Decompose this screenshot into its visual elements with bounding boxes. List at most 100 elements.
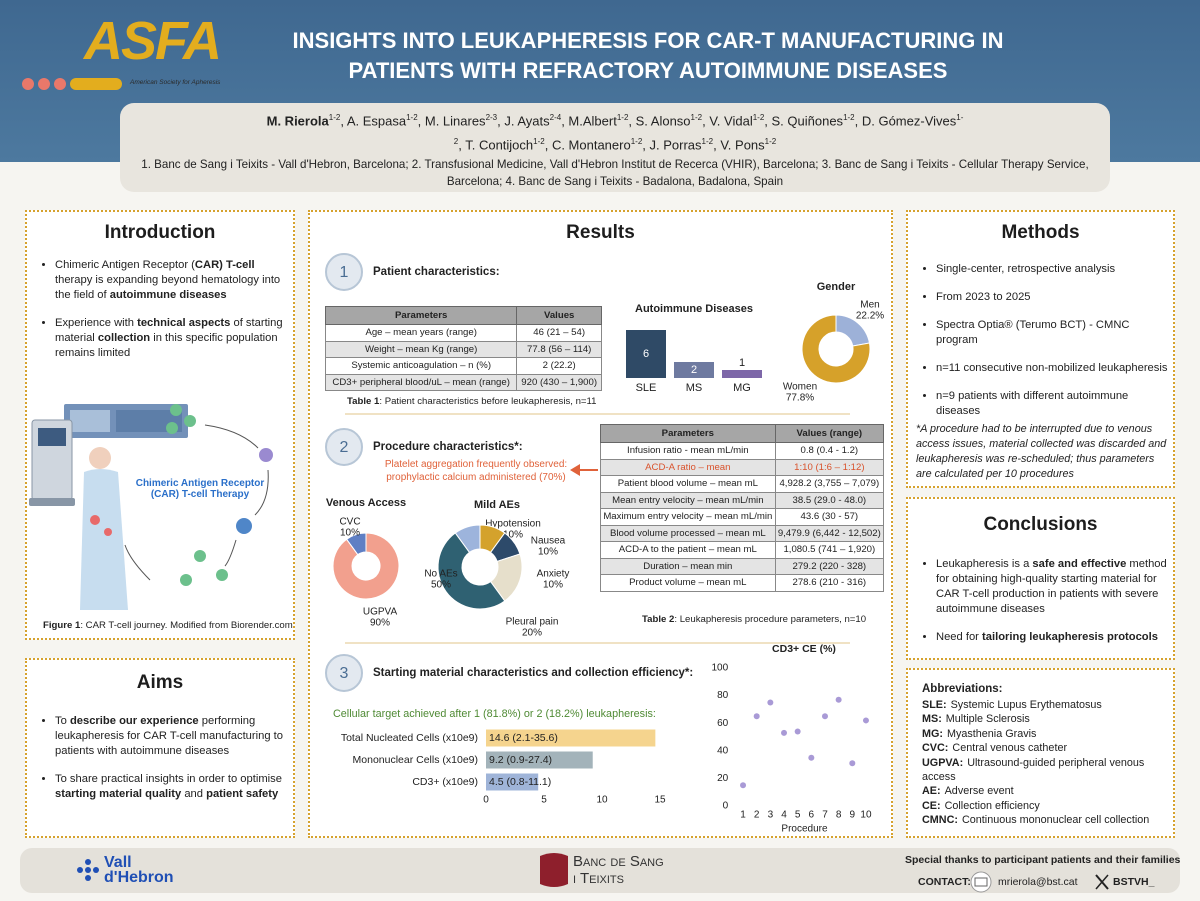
- table-cell: 77.8 (56 – 114): [516, 340, 602, 358]
- abbreviation-list: SLE: Systemic Lupus Erythematosus MS: Multi…: [922, 698, 1167, 828]
- text-run: method for obtaining high-quality starti…: [936, 558, 1167, 615]
- contact-label: CONTACT:: [918, 876, 971, 888]
- table-row: Systemic anticoagulation – n (%) 2 (22.2): [324, 357, 602, 375]
- abbreviation-term: CVC:: [922, 742, 949, 755]
- affiliations: 1. Banc de Sang i Teixits - Vall d'Hebro…: [141, 158, 1089, 188]
- caption-text: : Patient characteristics before leukaph…: [379, 396, 597, 407]
- text-run: CAR) T-cell: [194, 259, 255, 271]
- table-cell: 2 (22.2): [516, 357, 602, 375]
- author-affiliation: 1-2: [843, 113, 855, 122]
- abbreviation: CE: Collection efficiency: [922, 799, 1167, 813]
- table-cell: 46 (21 – 54): [516, 324, 602, 342]
- bullet-list: Chimeric Antigen Receptor (CAR) T-cell t…: [41, 258, 295, 374]
- text-run: patient safety: [206, 788, 279, 800]
- text-run: To: [55, 715, 70, 727]
- bullet-list: To describe our experience performing le…: [41, 714, 291, 815]
- abbreviation: SLE: Systemic Lupus Erythematosus: [922, 698, 1167, 712]
- author-name: , V. Vidal: [702, 113, 753, 129]
- abbreviations-title: Abbreviations:: [922, 683, 1003, 695]
- thanks: Special thanks to participant patients a…: [905, 854, 1181, 866]
- header-cell: Values (range): [774, 424, 885, 443]
- table-cell: 9,479.9 (6,442 - 12,502): [774, 524, 885, 542]
- table-cell: 1,080.5 (741 – 1,920): [774, 541, 885, 559]
- abbreviation: CVC: Central venous catheter: [922, 741, 1167, 755]
- abbreviation-definition: Multiple Sclerosis: [945, 713, 1030, 726]
- authors: M. Rierola 1-2 , A. Espasa 1-2 , M. Linares 2…: [265, 107, 965, 156]
- text-run: technical aspects: [137, 317, 231, 329]
- bullet: n=11 consecutive non-mobilized leukapher…: [936, 361, 1172, 376]
- text-run: Experience with: [55, 317, 138, 329]
- caption-label: Figure 1: [43, 620, 81, 631]
- data-table: Parameters Values (range) Infusion ratio -…: [600, 424, 885, 592]
- table-cell: 0.8 (0.4 - 1.2): [774, 442, 885, 460]
- abbreviation-term: AE:: [922, 785, 941, 798]
- table-cell: Maximum entry velocity – mean mL/min: [600, 508, 776, 526]
- abbreviation: MG: Myasthenia Gravis: [922, 727, 1167, 741]
- email: mrierola@bst.cat: [998, 876, 1078, 888]
- target-note: Cellular target achieved after 1 (81.8%)…: [333, 708, 656, 720]
- figure-label: Chimeric Antigen Receptor (CAR) T-cell T…: [135, 478, 265, 500]
- vall-hebron-logo: Vall d'Hebron: [104, 854, 174, 886]
- table-row: Duration – mean min 279.2 (220 - 328): [600, 557, 885, 575]
- bullet-list: Single-center, retrospective analysis Fro…: [922, 262, 1172, 432]
- abbreviation-definition: Adverse event: [944, 785, 1014, 798]
- data-table: Parameters Values Age – mean years (range)…: [324, 306, 602, 391]
- abbreviation-definition: Myasthenia Gravis: [947, 727, 1037, 740]
- table-cell: Mean entry velocity – mean mL/min: [600, 491, 776, 509]
- table-cell: 278.6 (210 - 316): [774, 574, 885, 592]
- conclusions-panel: Conclusions Leukapheresis is a safe and …: [906, 497, 1175, 660]
- header-cell: Parameters: [324, 306, 518, 325]
- abbreviation-definition: Systemic Lupus Erythematosus: [950, 699, 1102, 711]
- caption-label: Table 2: [642, 614, 675, 625]
- abbreviation-term: CMNC:: [922, 814, 958, 827]
- author-affiliation: 1-2: [690, 113, 703, 122]
- section-title: Conclusions: [983, 514, 1098, 535]
- bullet: To describe our experience performing le…: [55, 714, 291, 759]
- table-row: CD3+ peripheral blood/uL – mean (range) 9…: [324, 373, 602, 391]
- author-name: , M.Albert: [561, 113, 617, 129]
- section-title: Methods: [1001, 222, 1080, 243]
- text-run: in this specific population remains limi…: [55, 332, 278, 359]
- text-run: tailoring leukapheresis protocols: [982, 631, 1158, 643]
- table-cell: 4,928.2 (3,755 – 7,079): [774, 475, 885, 493]
- author-affiliation: 1-2: [533, 137, 545, 147]
- header-cell: Values: [516, 306, 602, 325]
- author-affiliation: 1-2: [630, 137, 643, 147]
- header-row: Parameters Values: [324, 306, 602, 325]
- abbreviation-definition: Ultrasound-guided peripheral venous acce…: [922, 756, 1145, 784]
- text-run: Chimeric Antigen Receptor (: [55, 259, 195, 271]
- table-row: Patient blood volume – mean mL 4,928.2 (3…: [600, 475, 885, 493]
- section-title: Aims: [136, 672, 184, 693]
- methods-panel: Methods Single-center, retrospective ana…: [906, 210, 1175, 488]
- logo-tagline: American Society for Apheresis: [130, 79, 221, 86]
- author-name: , A. Espasa: [340, 113, 407, 129]
- procedure-note: Platelet aggregation frequently observed…: [384, 459, 568, 483]
- table-row: Blood volume processed – mean mL 9,479.9 …: [600, 524, 885, 542]
- abbreviations-panel: Abbreviations: SLE: Systemic Lupus Erythe…: [906, 668, 1175, 838]
- table-cell: Systemic anticoagulation – n (%): [324, 357, 518, 375]
- table-row: Maximum entry velocity – mean mL/min 43.6…: [600, 508, 885, 526]
- title-line: PATIENTS WITH REFRACTORY AUTOIMMUNE DISE…: [348, 58, 948, 83]
- text-run: describe our experience: [69, 715, 199, 727]
- table-cell: Infusion ratio - mean mL/min: [600, 442, 776, 460]
- text-run: of starting material: [55, 317, 283, 344]
- author-name: , M. Linares: [417, 113, 486, 129]
- header-cell: Parameters: [600, 424, 776, 443]
- author-name: M. Rierola: [266, 113, 329, 129]
- author-name: , S. Quiñones: [764, 113, 844, 129]
- bullet: To share practical insights in order to …: [55, 772, 291, 802]
- text-run: Need for: [936, 631, 983, 643]
- abbreviation-term: CE:: [922, 799, 941, 812]
- header-row: Parameters Values (range): [600, 424, 885, 443]
- author-affiliation: 2-4: [549, 113, 562, 122]
- table-cell: CD3+ peripheral blood/uL – mean (range): [324, 373, 518, 391]
- table-caption: Table 2: Leukapheresis procedure paramet…: [642, 614, 866, 625]
- author-affiliation: 1-2: [453, 113, 964, 147]
- author-name: , C. Montanero: [544, 137, 631, 153]
- abbreviation: MS: Multiple Sclerosis: [922, 712, 1167, 726]
- table-row: Mean entry velocity – mean mL/min 38.5 (2…: [600, 491, 885, 509]
- text-run: To share practical insights in order to …: [55, 773, 282, 785]
- text-run: autoimmune diseases: [109, 289, 227, 301]
- text-run: starting material quality: [55, 788, 182, 800]
- section-title: Results: [566, 222, 635, 243]
